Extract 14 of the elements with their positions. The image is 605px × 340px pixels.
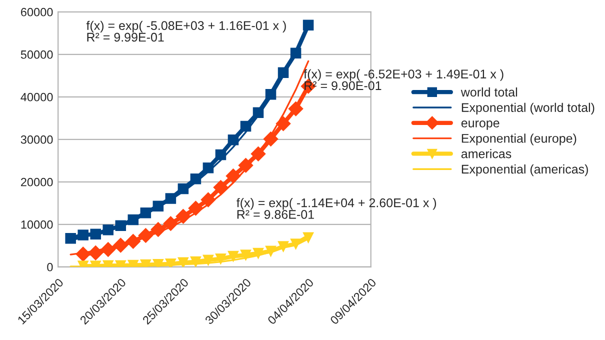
legend-label: europe xyxy=(461,120,500,130)
legend-label: Exponential (americas) xyxy=(462,164,588,176)
y-tick-label: 0 xyxy=(47,262,53,272)
y-tick-label: 10000 xyxy=(21,220,53,229)
y-tick-label: 60000 xyxy=(20,8,53,16)
y-tick-label: 20000 xyxy=(20,178,53,186)
annotation: f(x) = exp( -5.08E+03 + 1.16E-01 x ) R² = 9.99E-01 xyxy=(86,20,286,42)
legend-label: Exponential (europe) xyxy=(462,134,576,146)
y-tick-label: 50000 xyxy=(20,50,53,59)
y-tick-label: 30000 xyxy=(20,135,53,144)
y-tick-label: 40000 xyxy=(20,92,53,102)
legend-label: americas xyxy=(461,149,512,158)
annotation: f(x) = exp( -1.14E+04 + 2.60E-01 x ) R² = 9.86E-01 xyxy=(236,198,436,219)
legend-label: Exponential (world total) xyxy=(462,102,594,114)
